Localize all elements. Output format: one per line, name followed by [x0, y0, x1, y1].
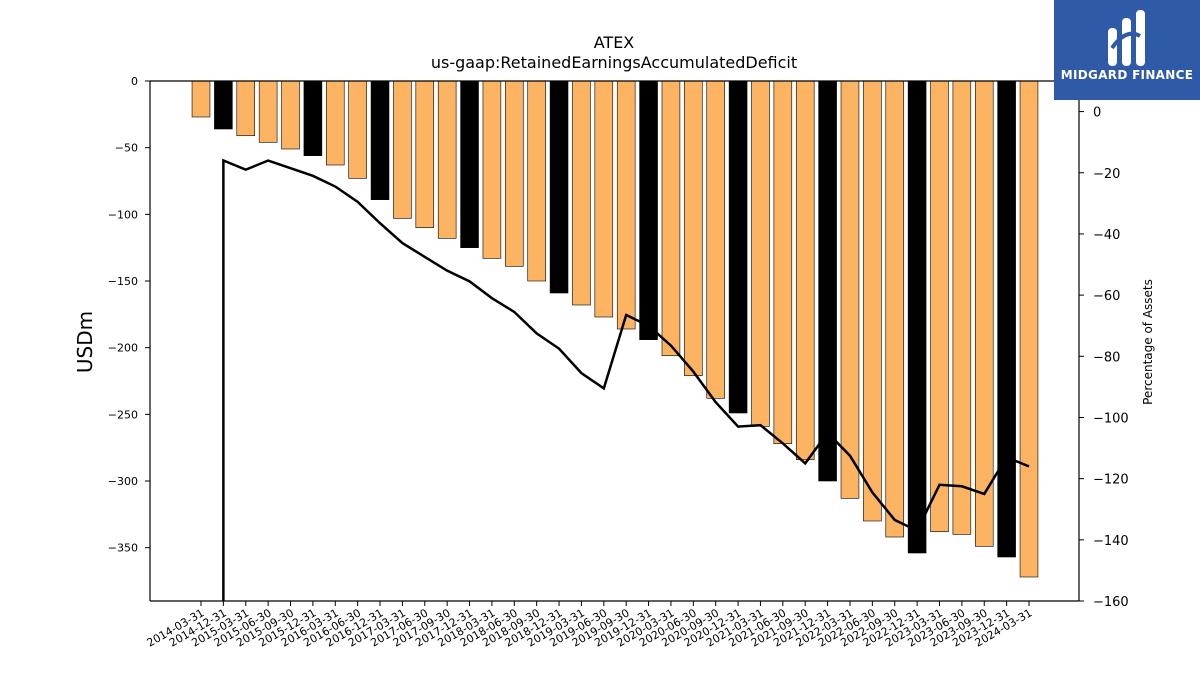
chart-title: ATEX [594, 33, 635, 52]
bar-2014-12-31 [214, 80, 233, 130]
bar-2019-09-30 [616, 80, 636, 330]
y2-tick-label: −140 [1093, 534, 1129, 549]
bar-2022-09-30 [885, 80, 904, 538]
bars-layer [191, 80, 1039, 578]
y2-tick-label: 0 [1093, 106, 1101, 121]
midgard-logo-icon [1108, 10, 1145, 66]
bar-2019-03-31 [572, 80, 591, 306]
bar-2016-06-30 [348, 80, 367, 179]
y-tick-label: −250 [108, 408, 138, 421]
bar-2016-12-31 [370, 80, 390, 200]
y-tick-label: −350 [108, 542, 138, 555]
bar-2017-06-30 [415, 80, 435, 228]
y2-tick-label: −100 [1093, 411, 1129, 426]
bar-2024-03-31 [1019, 80, 1039, 578]
bar-2022-03-31 [840, 80, 860, 499]
bar-2019-12-31 [639, 80, 658, 340]
y-tick-label: −50 [115, 142, 138, 155]
y-axis-label: USDm [73, 311, 97, 373]
brand-name: MIDGARD FINANCE [1060, 68, 1194, 82]
bar-2023-12-31 [997, 80, 1016, 558]
bar-2020-03-31 [661, 80, 681, 356]
bar-2021-06-30 [773, 80, 793, 444]
bar-2018-03-31 [482, 80, 502, 259]
bar-2021-12-31 [818, 80, 837, 482]
y-tick-label: −150 [108, 275, 138, 288]
y2-tick-label: −60 [1093, 289, 1120, 304]
y2-tick-label: −160 [1093, 595, 1129, 610]
bar-2023-09-30 [974, 80, 994, 547]
bar-2020-06-30 [684, 80, 703, 376]
bar-2015-06-30 [258, 80, 278, 143]
bar-2017-03-31 [393, 80, 412, 219]
y-tick-label: −200 [108, 342, 138, 355]
line-layer [222, 158, 1030, 601]
bar-2018-06-30 [505, 80, 524, 267]
bar-2015-09-30 [281, 80, 300, 150]
y-tick-label: 0 [131, 75, 138, 88]
bar-2016-03-31 [326, 80, 345, 166]
bar-2023-06-30 [952, 80, 972, 535]
bar-2021-03-31 [751, 80, 770, 427]
bar-2015-12-31 [303, 80, 323, 156]
bar-2023-03-31 [930, 80, 949, 532]
y2-axis-label: Percentage of Assets [1141, 279, 1155, 405]
bar-2014-03-31 [191, 80, 211, 118]
y2-tick-label: −80 [1093, 350, 1120, 365]
y-tick-label: −300 [108, 475, 138, 488]
bar-2021-09-30 [795, 80, 815, 460]
y-tick-label: −100 [108, 208, 138, 221]
percentage-of-assets-line [222, 158, 1030, 601]
bar-2015-03-31 [236, 80, 256, 136]
y2-tick-label: −40 [1093, 228, 1120, 243]
y2-tick-label: −120 [1093, 473, 1129, 488]
y2-tick-label: −20 [1093, 167, 1120, 182]
bar-2022-12-31 [907, 80, 927, 554]
bar-2017-12-31 [460, 80, 479, 248]
ticks-layer: 0 −50 −100 −150 −200 −250 −300 −350 0 −20 −40 −60 −8… [108, 75, 1129, 650]
bar-2017-09-30 [437, 80, 457, 239]
bar-2018-12-31 [549, 80, 569, 294]
bar-2022-06-30 [863, 80, 882, 522]
bar-2020-12-31 [728, 80, 748, 414]
bar-2018-09-30 [527, 80, 546, 282]
chart-subtitle: us-gaap:RetainedEarningsAccumulatedDefic… [431, 53, 797, 72]
bar-2019-06-30 [594, 80, 614, 318]
bar-2020-09-30 [706, 80, 725, 399]
brand-logo: MIDGARD FINANCE [1054, 0, 1200, 100]
